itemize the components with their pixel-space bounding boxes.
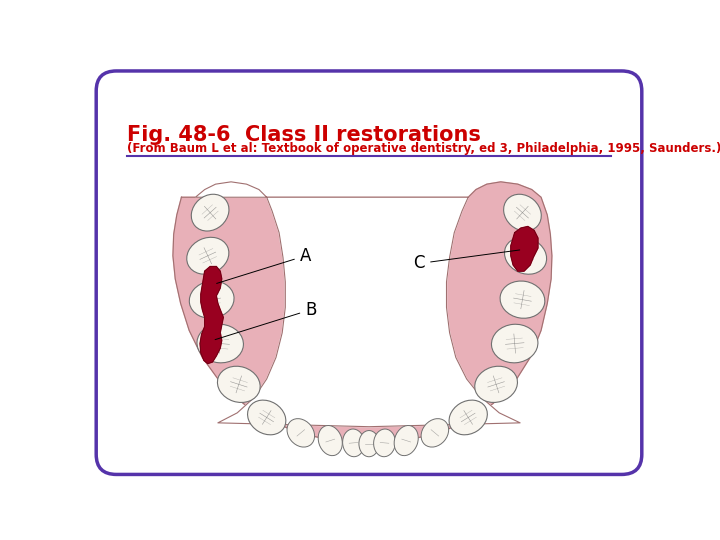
Ellipse shape [449,400,487,435]
Ellipse shape [394,426,418,456]
Ellipse shape [287,418,315,447]
Ellipse shape [217,366,260,402]
Ellipse shape [500,281,545,318]
Ellipse shape [248,400,286,435]
Ellipse shape [189,281,234,318]
FancyBboxPatch shape [96,71,642,475]
Text: A: A [217,247,311,284]
Ellipse shape [186,237,229,274]
Ellipse shape [318,426,342,456]
Ellipse shape [503,194,541,231]
Polygon shape [200,267,223,363]
Polygon shape [195,182,520,427]
Ellipse shape [359,430,379,457]
Text: B: B [215,301,317,340]
Ellipse shape [492,324,538,363]
Ellipse shape [374,429,395,457]
Text: C: C [413,250,520,273]
Text: Fig. 48-6  Class II restorations: Fig. 48-6 Class II restorations [127,125,481,145]
Ellipse shape [343,429,364,457]
Polygon shape [510,226,538,271]
Ellipse shape [192,194,229,231]
Ellipse shape [474,366,518,402]
Polygon shape [173,182,552,443]
Ellipse shape [421,418,449,447]
Ellipse shape [505,237,546,274]
Text: (From Baum L et al: Textbook of operative dentistry, ed 3, Philadelphia, 1995, S: (From Baum L et al: Textbook of operativ… [127,142,720,155]
Ellipse shape [197,324,243,363]
